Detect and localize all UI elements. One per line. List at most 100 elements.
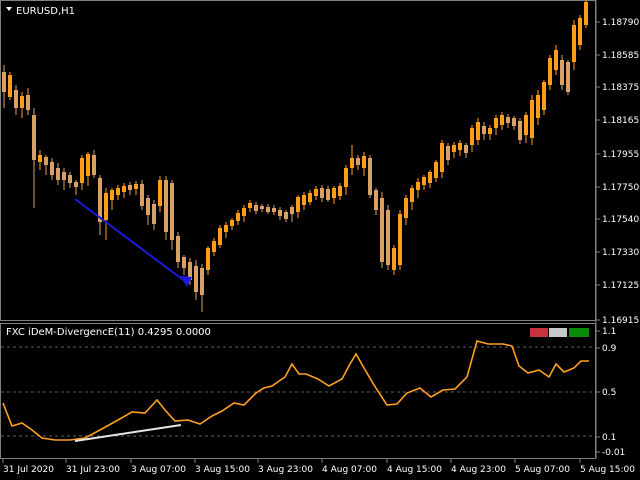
candle-body xyxy=(470,128,474,145)
candle-body xyxy=(368,158,372,195)
candle-body xyxy=(530,100,534,138)
candle-body xyxy=(68,175,72,183)
candle-body xyxy=(350,158,354,168)
candle-body xyxy=(542,82,546,110)
candle-body xyxy=(218,228,222,245)
candle-body xyxy=(176,236,180,262)
candle-body xyxy=(248,203,252,208)
candle-body xyxy=(494,118,498,128)
candle-body xyxy=(206,248,210,270)
price-scale: 1.18790 1.18585 1.18375 1.18165 1.17955 1.177… xyxy=(596,18,639,326)
indicator-tick-label: 0.9 xyxy=(602,344,617,354)
candle-body xyxy=(584,2,588,25)
candle-body xyxy=(32,115,36,160)
indicator-tick-label: 0.1 xyxy=(602,433,616,443)
candle-body xyxy=(152,204,156,224)
candle-body xyxy=(302,195,306,205)
candle-body xyxy=(170,183,174,240)
legend-gray-icon[interactable] xyxy=(549,328,567,337)
candle-body xyxy=(110,190,114,200)
price-divergence-arrow-icon xyxy=(180,276,192,287)
time-tick-label: 5 Aug 07:00 xyxy=(515,465,570,475)
candle-body xyxy=(98,178,102,222)
candle-body xyxy=(476,122,480,140)
candle-body xyxy=(146,198,150,215)
candle-body xyxy=(188,262,192,280)
candle-body xyxy=(398,214,402,265)
candle-body xyxy=(446,146,450,160)
candle-body xyxy=(182,257,186,268)
candle-body xyxy=(56,168,60,180)
indicator-tick-label: -0.01 xyxy=(602,448,625,458)
price-tick-label: 1.17540 xyxy=(602,215,639,225)
candle-body xyxy=(524,115,528,135)
price-tick-label: 1.18375 xyxy=(602,83,639,93)
candle-body xyxy=(116,188,120,195)
candle-body xyxy=(308,193,312,202)
time-tick-label: 31 Jul 23:00 xyxy=(66,465,120,475)
candle-body xyxy=(416,182,420,190)
candle-body xyxy=(2,72,6,92)
indicator-line xyxy=(2,340,589,441)
candle-body xyxy=(254,205,258,211)
candle-body xyxy=(20,96,24,108)
candle-body xyxy=(554,50,558,70)
indicator-scale: 1.1 0.9 0.5 0.1 -0.01 xyxy=(596,327,625,458)
candle-body xyxy=(326,189,330,200)
candle-body xyxy=(92,155,96,175)
candle-body xyxy=(296,197,300,212)
time-tick-label: 3 Aug 23:00 xyxy=(258,465,313,475)
candle-body xyxy=(266,207,270,212)
candle-body xyxy=(284,212,288,219)
time-tick-label: 3 Aug 15:00 xyxy=(195,465,250,475)
candle-body xyxy=(512,118,516,126)
candle-body xyxy=(200,268,204,295)
candle-body xyxy=(428,172,432,183)
chart-menu-triangle-icon[interactable] xyxy=(6,7,12,11)
candle-body xyxy=(488,128,492,134)
candle-body xyxy=(518,121,522,140)
time-tick-label: 4 Aug 07:00 xyxy=(322,465,377,475)
candle-body xyxy=(44,157,48,165)
candle-body xyxy=(38,155,42,162)
candle-body xyxy=(386,210,390,265)
candle-body xyxy=(230,220,234,226)
legend-red-icon[interactable] xyxy=(530,328,548,337)
candle-body xyxy=(380,198,384,262)
candle-body xyxy=(572,25,576,62)
candle-body xyxy=(164,180,168,232)
candle-body xyxy=(452,145,456,152)
indicator-divergence-line xyxy=(74,424,182,442)
price-tick-label: 1.17750 xyxy=(602,183,639,193)
candle-body xyxy=(482,126,486,134)
candle-body xyxy=(362,156,366,168)
candle-body xyxy=(578,18,582,45)
candle-body xyxy=(410,188,414,202)
candle-body xyxy=(140,184,144,206)
candle-body xyxy=(422,177,426,185)
candle-body xyxy=(560,60,564,85)
time-tick-label: 4 Aug 15:00 xyxy=(387,465,442,475)
candle-body xyxy=(242,208,246,216)
candle-body xyxy=(506,117,510,123)
candle-body xyxy=(332,188,336,198)
candle-body xyxy=(104,193,108,220)
candle-body xyxy=(344,168,348,187)
candle-body xyxy=(314,189,318,196)
legend-green-icon[interactable] xyxy=(569,328,589,337)
indicator-tick-label: 1.1 xyxy=(602,327,616,337)
price-divergence-line xyxy=(74,198,187,283)
candle-body xyxy=(224,225,228,232)
candle-body xyxy=(260,206,264,209)
candle-body xyxy=(374,190,378,210)
candle-body xyxy=(134,184,138,189)
indicator-tick-label: 0.5 xyxy=(602,388,616,398)
candle-body xyxy=(122,186,126,192)
price-tick-label: 1.16915 xyxy=(602,316,639,326)
candle-body xyxy=(500,115,504,125)
candle-body xyxy=(458,143,462,150)
candle-body xyxy=(128,185,132,190)
candle-body xyxy=(50,162,54,175)
